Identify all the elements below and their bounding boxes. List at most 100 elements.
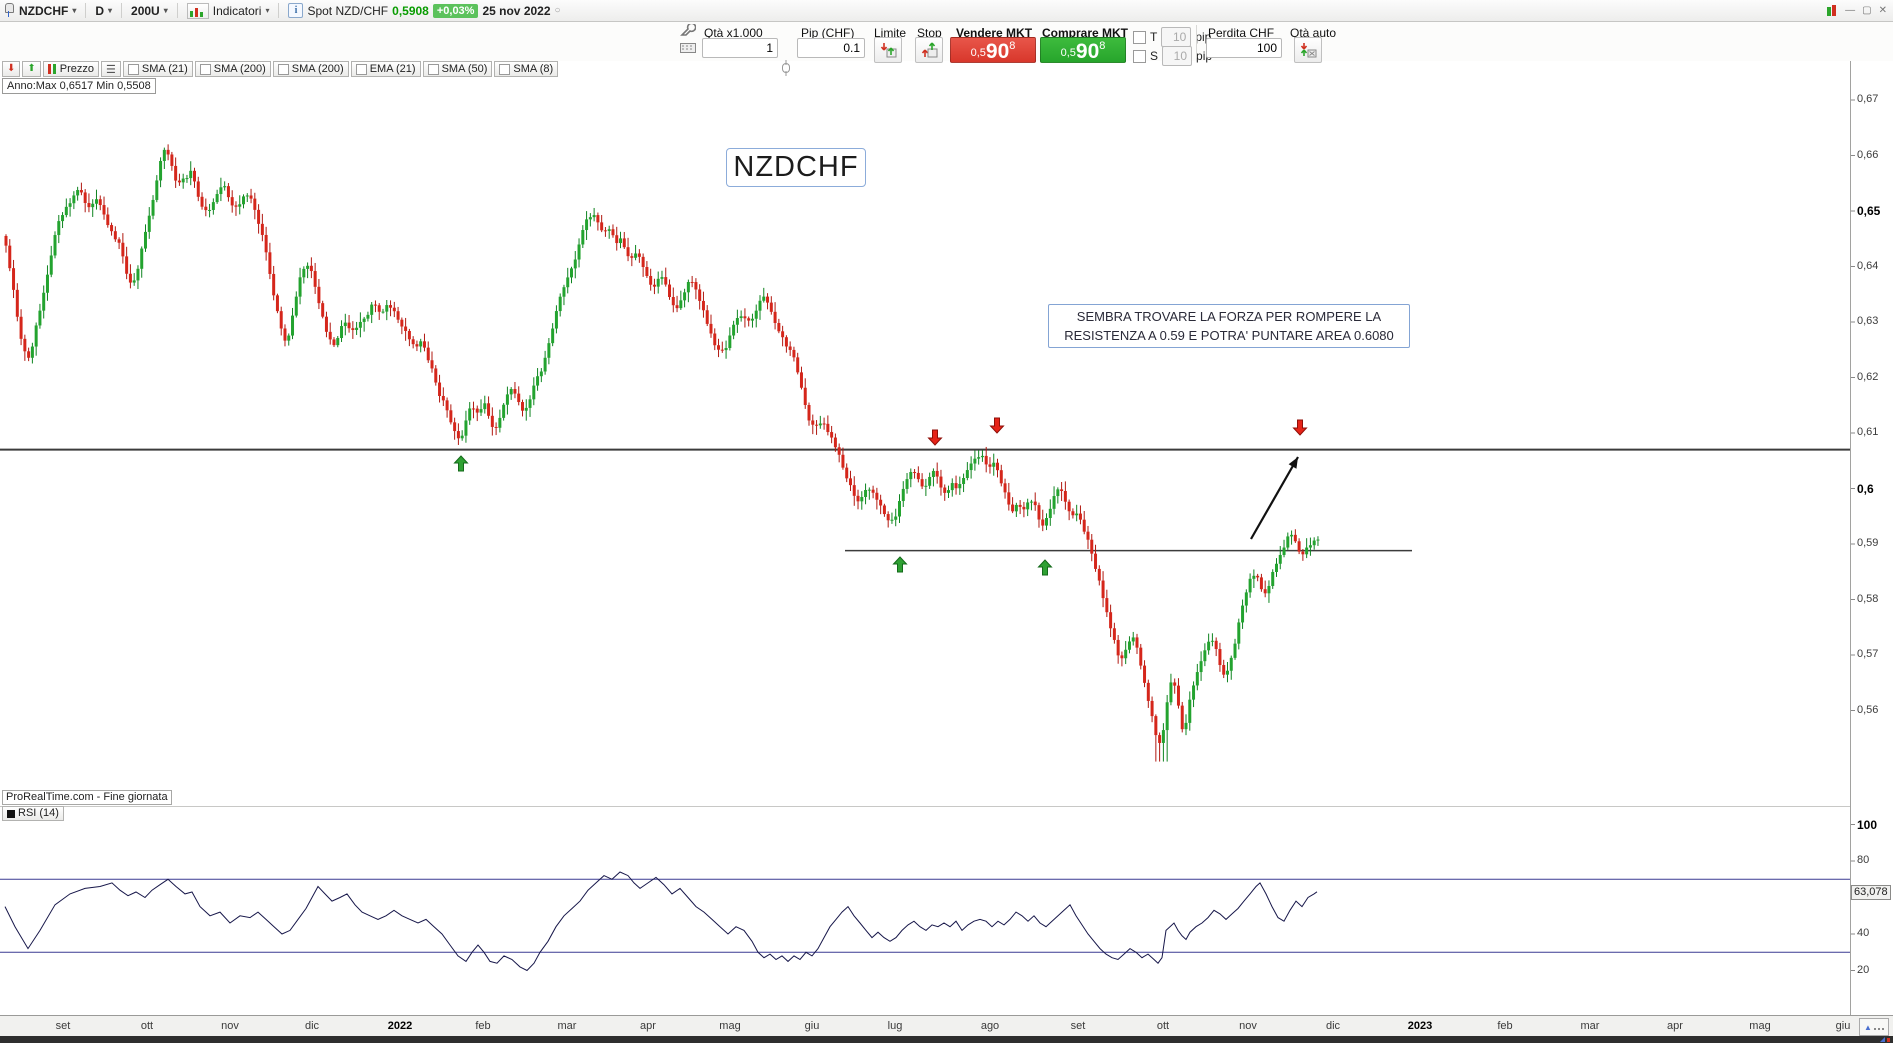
month-label: giu [804,1020,820,1032]
keyboard-icon[interactable] [680,42,696,54]
overlay-toggle-sma50[interactable]: SMA (50) [422,61,493,77]
price-style-button[interactable]: Prezzo [42,61,100,77]
checkbox-icon[interactable] [277,63,289,75]
overlay-label: SMA (200) [213,63,266,75]
price-axis-label: 0,56 [1857,703,1879,716]
instrument-dropdown[interactable]: NZDCHF ▾ [14,4,81,18]
qty-auto-button[interactable] [1294,37,1322,63]
list-icon: ☰ [106,63,116,76]
month-label: set [55,1020,71,1032]
qty-input[interactable] [702,38,778,58]
month-label: dic [1325,1020,1341,1032]
limit-order-button[interactable] [874,37,902,63]
overlay-label: EMA (21) [369,63,416,75]
minimize-button[interactable]: — [1845,5,1856,16]
rsi-axis-label: 20 [1857,963,1870,976]
axis-up-icon: ▲ [1864,1022,1872,1032]
price-axis-label: 0,6 [1857,481,1874,496]
duration-dropdown[interactable]: 200U ▾ [126,4,173,18]
buy-market-button[interactable]: 0,5 90 8 [1040,37,1126,63]
trade-toolbar: Qtà x1.000 Pip (CHF) Limite Stop Vendere… [0,22,1893,76]
stop-order-button[interactable] [915,37,943,63]
buy-signal-arrow [453,455,469,472]
axis-dots-icon [1873,1025,1884,1030]
loss-input[interactable] [1206,38,1282,58]
checkbox-icon[interactable] [127,63,139,75]
month-label: mar [1580,1020,1600,1032]
sell-signal-arrow [989,417,1005,434]
sell-market-button[interactable]: 0,5 90 8 [950,37,1036,63]
chart-overlay-toolbar: ⬇ ⬆ Prezzo ☰ SMA (21) SMA (200) SMA (200… [2,61,559,77]
scroll-down-button[interactable]: ⬇ [2,61,21,77]
watermark: ProRealTime.com - Fine giornata [2,790,172,805]
spot-price: 0,5908 [392,3,429,18]
stop-order-icon [921,42,938,58]
overlay-label: SMA (8) [513,63,554,75]
indicator-chart-icon [186,2,209,19]
checkbox-icon[interactable] [355,63,367,75]
quote-date: 25 nov 2022 [482,3,551,18]
take-profit-pips-input[interactable] [1161,27,1192,47]
overlay-toggle-sma21[interactable]: SMA (21) [122,61,193,77]
stop-loss-pips-input[interactable] [1162,46,1193,66]
timeframe-label: D [95,3,105,18]
buy-price-big: 90 [1075,40,1100,63]
overlay-toggle-sma8[interactable]: SMA (8) [494,61,559,77]
take-profit-checkbox[interactable] [1133,30,1146,44]
stop-loss-checkbox[interactable] [1133,49,1146,63]
checkbox-icon[interactable] [499,63,511,75]
separator [176,3,178,18]
year-range-box: Anno:Max 0,6517 Min 0,5508 [2,78,156,94]
qty-label: Qtà x1.000 [704,26,763,40]
chevron-down-icon: ▾ [163,6,168,15]
month-label: mag [1749,1020,1771,1032]
price-axis-label: 0,58 [1857,592,1879,605]
rsi-axis-label: 100 [1857,817,1878,832]
checkbox-icon[interactable] [199,63,211,75]
mini-logo-icon [1880,1037,1890,1042]
indicators-label: Indicatori [212,3,262,18]
pin-icon[interactable] [3,3,14,18]
change-badge: +0,03% [432,3,479,18]
rsi-label: RSI (14) [18,807,59,819]
wrench-icon[interactable] [680,24,696,38]
pip-label: Pip (CHF) [801,26,855,40]
overlay-toggle-sma200b[interactable]: SMA (200) [272,61,349,77]
scroll-up-button[interactable]: ⬆ [22,61,41,77]
chevron-down-icon: ▾ [108,6,113,15]
quote-block: i Spot NZD/CHF 0,5908 +0,03% 25 nov 2022… [283,3,565,18]
axis-settings-button[interactable]: ▲ [1859,1018,1889,1036]
time-axis[interactable]: set ott nov dic 2022 feb mar apr mag giu lug ago set… [0,1015,1893,1037]
pip-input[interactable] [797,38,865,58]
checkbox-icon[interactable] [427,63,439,75]
price-axis-label: 0,62 [1857,370,1879,383]
sell-signal-arrow [927,429,943,446]
close-button[interactable]: ✕ [1878,5,1887,16]
rsi-indicator-chip[interactable]: RSI (14) [2,806,64,821]
overlay-toggle-sma200a[interactable]: SMA (200) [194,61,271,77]
price-axis-label: 0,61 [1857,426,1879,438]
analysis-annotation-box[interactable]: SEMBRA TROVARE LA FORZA PER ROMPERE LA R… [1048,304,1410,348]
status-circle-icon: ○ [554,5,561,16]
maximize-button[interactable]: ▢ [1862,5,1872,16]
month-label: 2023 [1407,1020,1433,1032]
month-label: mag [719,1020,741,1032]
timeframe-dropdown[interactable]: D ▾ [90,4,117,18]
trend-arrow-head [1288,457,1298,469]
trend-arrow-line [1250,456,1299,540]
link-icon[interactable] [780,59,792,77]
month-label: feb [475,1020,491,1032]
list-button[interactable]: ☰ [101,61,121,77]
month-label: lug [887,1020,903,1032]
indicators-dropdown[interactable]: Indicatori ▾ [182,2,275,19]
separator [85,3,87,18]
candlestick-icon [47,64,57,74]
overlay-label: SMA (21) [141,63,188,75]
separator [121,3,123,18]
rsi-axis-label: 80 [1857,854,1870,866]
overlay-toggle-ema21[interactable]: EMA (21) [350,61,421,77]
info-icon[interactable]: i [288,3,304,18]
price-axis-label: 0,65 [1857,204,1881,218]
symbol-title-box[interactable]: NZDCHF [726,148,866,187]
